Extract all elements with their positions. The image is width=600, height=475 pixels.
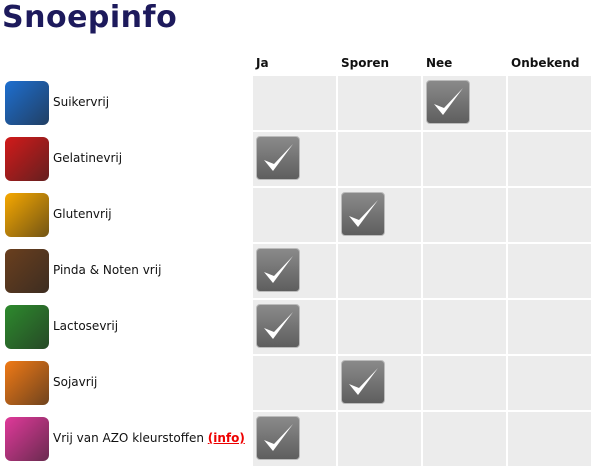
cell-nee: [423, 132, 506, 186]
sugar-cubes-icon: [5, 81, 49, 125]
cell-sporen: [338, 188, 421, 242]
table-row: Sojavrij: [0, 356, 600, 410]
row-label: Gelatinevrij: [53, 151, 122, 165]
checkmark-icon: [426, 80, 470, 124]
table-row: Vrij van AZO kleurstoffen (info): [0, 412, 600, 466]
cell-ja: [253, 356, 336, 410]
cell-onbekend: [508, 300, 591, 354]
row-label: Suikervrij: [53, 95, 109, 109]
table-row: Gelatinevrij: [0, 132, 600, 186]
cell-onbekend: [508, 412, 591, 466]
table-row: Pinda & Noten vrij: [0, 244, 600, 298]
cell-sporen: [338, 132, 421, 186]
cell-onbekend: [508, 76, 591, 130]
table-row: Glutenvrij: [0, 188, 600, 242]
page-title: Snoepinfo: [2, 0, 178, 35]
cell-sporen: [338, 76, 421, 130]
table-row: Suikervrij: [0, 76, 600, 130]
row-label-text: Suikervrij: [53, 95, 110, 109]
soybean-icon: [5, 361, 49, 405]
flask-icon: [5, 417, 49, 461]
checkmark-icon: [256, 136, 300, 180]
cell-ja: [253, 132, 336, 186]
cell-onbekend: [508, 188, 591, 242]
cell-ja: [253, 244, 336, 298]
row-label: Sojavrij: [53, 375, 97, 389]
row-label-text: Glutenvrij: [53, 207, 112, 221]
checkmark-icon: [256, 416, 300, 460]
cell-sporen: [338, 412, 421, 466]
cell-onbekend: [508, 132, 591, 186]
row-label-text: Lactosevrij: [53, 319, 119, 333]
cow-icon: [5, 305, 49, 349]
cell-ja: [253, 300, 336, 354]
row-label: Lactosevrij: [53, 319, 118, 333]
column-header-ja: Ja: [256, 56, 269, 70]
info-link[interactable]: (info): [207, 431, 245, 445]
checkmark-icon: [256, 304, 300, 348]
cell-ja: [253, 76, 336, 130]
cell-sporen: [338, 356, 421, 410]
cell-sporen: [338, 300, 421, 354]
cell-sporen: [338, 244, 421, 298]
row-label-text: Pinda & Noten vrij: [53, 263, 162, 277]
row-label-text: Gelatinevrij: [53, 151, 123, 165]
row-label-text: Vrij van AZO kleurstoffen: [53, 431, 204, 445]
column-header-nee: Nee: [426, 56, 453, 70]
table-row: Lactosevrij: [0, 300, 600, 354]
cell-onbekend: [508, 356, 591, 410]
row-label: Vrij van AZO kleurstoffen (info): [53, 431, 245, 445]
peanut-icon: [5, 249, 49, 293]
row-label-text: Sojavrij: [53, 375, 98, 389]
cell-nee: [423, 244, 506, 298]
cell-nee: [423, 412, 506, 466]
row-label: Glutenvrij: [53, 207, 112, 221]
cell-nee: [423, 300, 506, 354]
wheat-icon: [5, 193, 49, 237]
cell-onbekend: [508, 244, 591, 298]
column-header-sporen: Sporen: [341, 56, 390, 70]
checkmark-icon: [341, 360, 385, 404]
column-header-onbekend: Onbekend: [511, 56, 580, 70]
cell-nee: [423, 188, 506, 242]
checkmark-icon: [341, 192, 385, 236]
cell-nee: [423, 356, 506, 410]
cell-ja: [253, 188, 336, 242]
gelatin-icon: [5, 137, 49, 181]
checkmark-icon: [256, 248, 300, 292]
cell-nee: [423, 76, 506, 130]
row-label: Pinda & Noten vrij: [53, 263, 161, 277]
cell-ja: [253, 412, 336, 466]
